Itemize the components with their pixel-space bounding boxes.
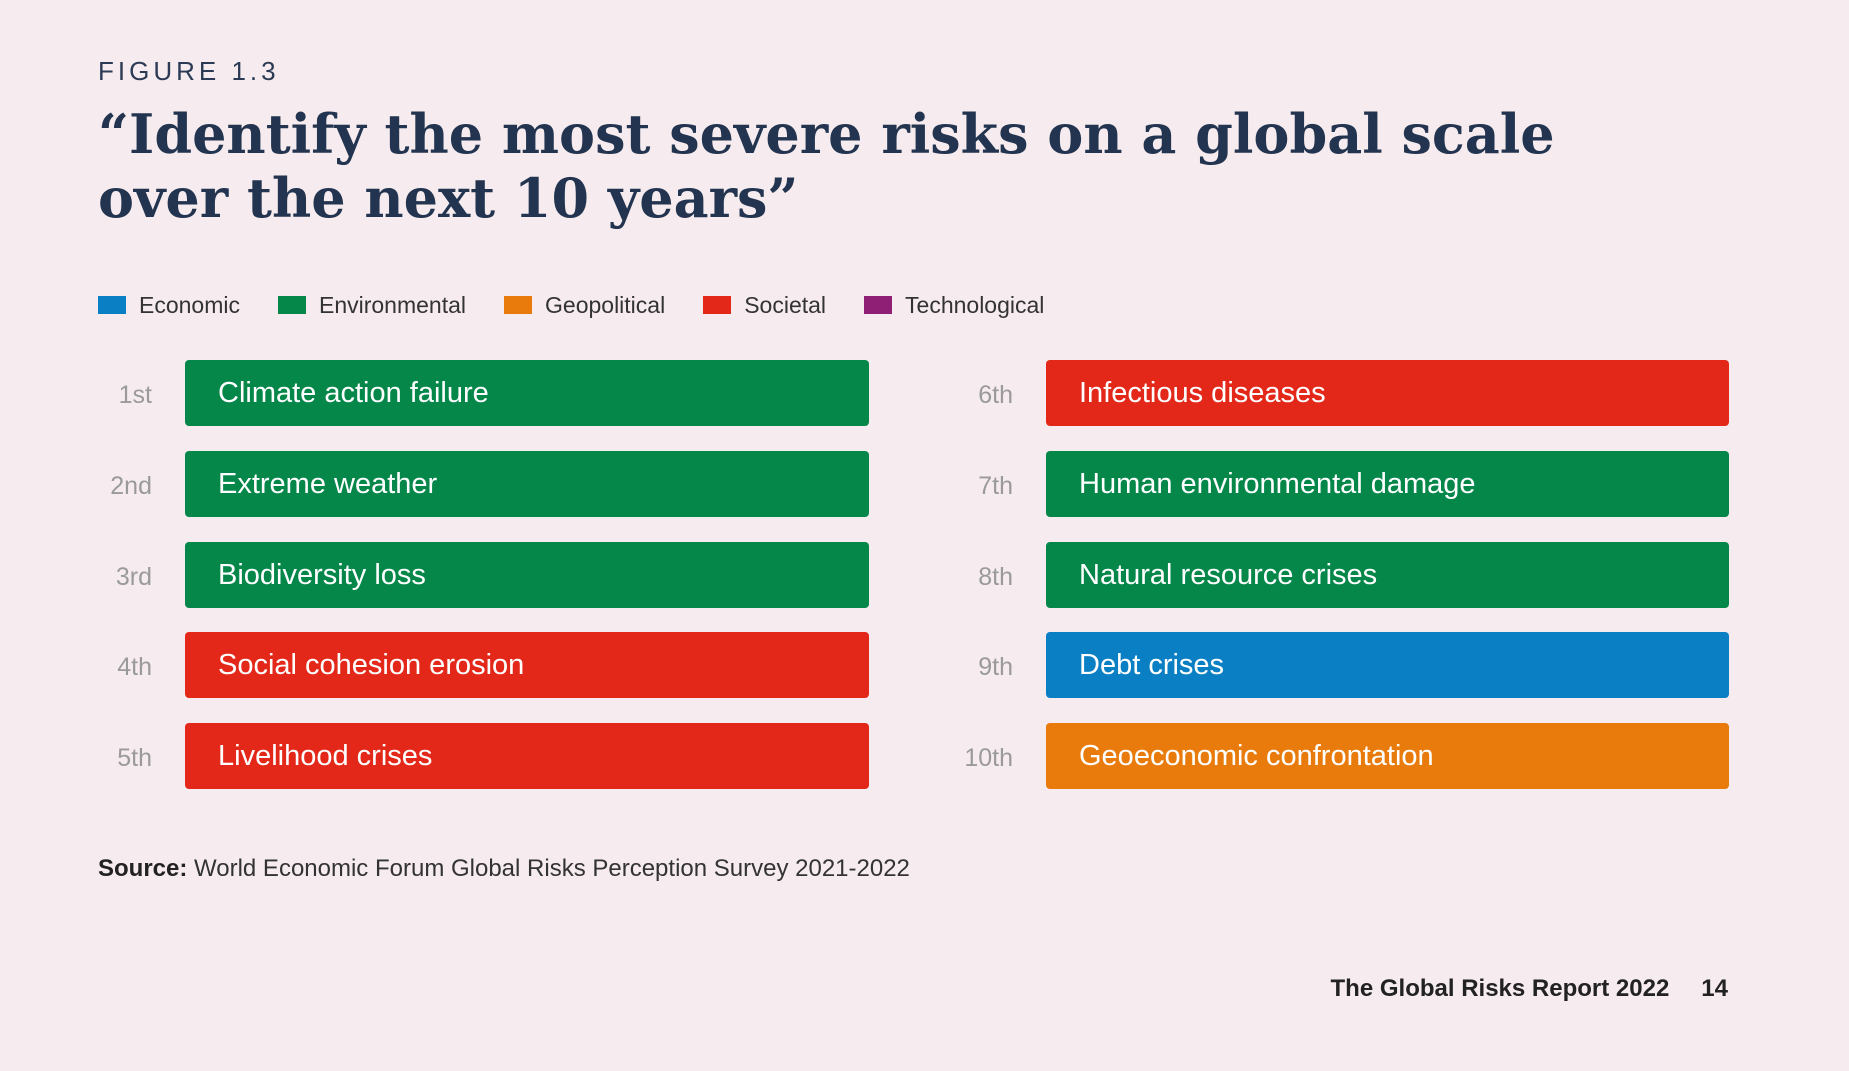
legend-label-societal: Societal: [744, 291, 827, 318]
rank-label: 7th: [978, 472, 1013, 500]
risk-bar-3: Biodiversity loss: [185, 542, 869, 608]
source-label: Source:: [98, 855, 188, 882]
rank-label: 6th: [978, 381, 1013, 409]
legend-label-technological: Technological: [905, 291, 1045, 318]
risk-bar-1: Climate action failure: [185, 360, 869, 426]
source-text: World Economic Forum Global Risks Percep…: [187, 855, 910, 882]
legend-label-economic: Economic: [139, 291, 240, 318]
rank-label: 3rd: [115, 563, 152, 591]
risk-bar-2: Extreme weather: [185, 451, 869, 517]
page-footer: The Global Risks Report 2022 14: [1331, 975, 1728, 1003]
legend-swatch-societal: [703, 296, 732, 314]
rank-label: 2nd: [110, 472, 152, 500]
legend-item-economic: Economic: [98, 292, 240, 319]
risk-bar-9: Debt crises: [1046, 632, 1729, 698]
figure-label: FIGURE 1.3: [98, 56, 280, 86]
report-name: The Global Risks Report 2022: [1330, 975, 1670, 1002]
source-note: Source: World Economic Forum Global Risk…: [98, 855, 910, 883]
legend-label-environmental: Environmental: [318, 291, 467, 318]
risk-bar-8: Natural resource crises: [1046, 542, 1729, 608]
rank-label: 1st: [118, 381, 152, 409]
risk-bar-4: Social cohesion erosion: [185, 632, 869, 698]
legend-swatch-geopolitical: [504, 296, 533, 314]
legend-item-technological: Technological: [864, 292, 1044, 319]
risk-bar-10: Geoeconomic confrontation: [1046, 723, 1729, 789]
legend-label-geopolitical: Geopolitical: [545, 291, 666, 318]
rank-label: 9th: [978, 653, 1013, 681]
rank-label: 4th: [117, 653, 152, 681]
risk-bar-7: Human environmental damage: [1046, 451, 1729, 517]
legend-item-geopolitical: Geopolitical: [504, 292, 665, 319]
legend-item-societal: Societal: [703, 292, 826, 319]
figure-title: “Identify the most severe risks on a glo…: [98, 102, 1555, 230]
rank-label: 10th: [964, 744, 1013, 772]
legend: Economic Environmental Geopolitical Soci…: [98, 290, 1044, 320]
rank-label: 8th: [978, 563, 1013, 591]
risk-bar-5: Livelihood crises: [185, 723, 869, 789]
risk-bar-6: Infectious diseases: [1046, 360, 1729, 426]
legend-swatch-technological: [864, 296, 893, 314]
page-number: 14: [1701, 975, 1728, 1002]
legend-swatch-economic: [98, 296, 126, 314]
rank-label: 5th: [117, 744, 152, 772]
legend-item-environmental: Environmental: [277, 291, 467, 319]
legend-swatch-environmental: [277, 296, 306, 314]
